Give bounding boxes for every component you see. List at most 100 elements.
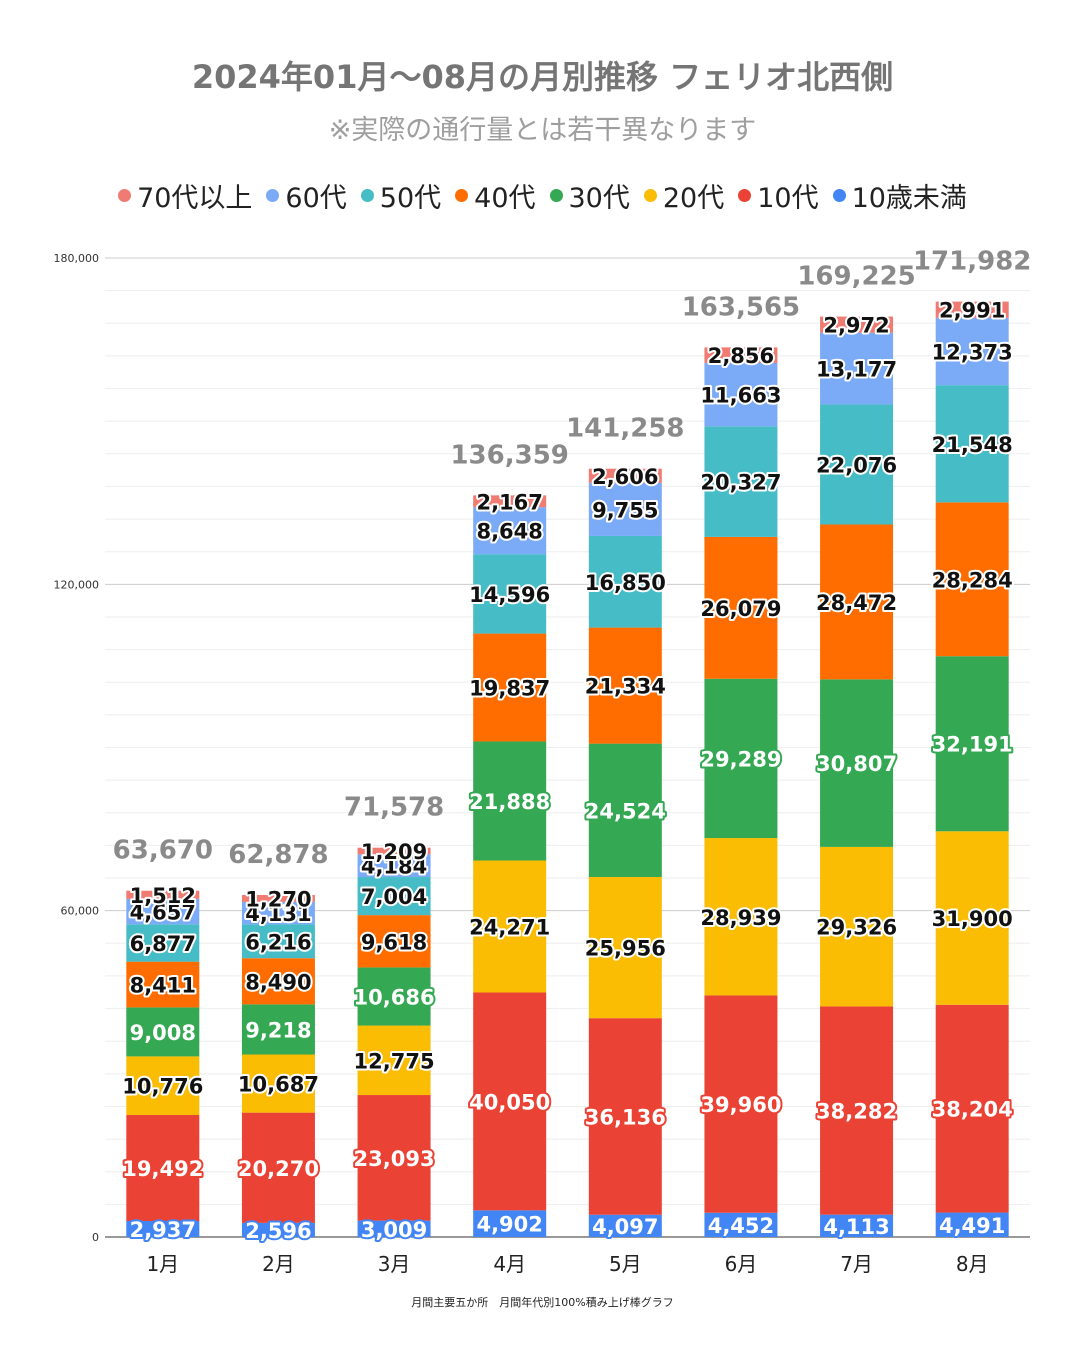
legend-swatch	[832, 189, 846, 202]
bar-segment	[588, 468, 662, 483]
bar-segment	[588, 877, 662, 1019]
data-label: 1,512	[130, 884, 196, 908]
data-label: 2,167	[476, 490, 542, 514]
bar-segment	[357, 967, 431, 1026]
bar-segment	[241, 924, 315, 959]
chart-title: 2024年01月〜08月の月別推移 フェリオ北西側	[191, 58, 894, 96]
x-tick-label: 2月	[262, 1252, 295, 1276]
bar-segment	[935, 301, 1009, 318]
data-label: 30,807	[816, 752, 897, 776]
bar-segment	[357, 915, 431, 968]
data-label: 4,113	[823, 1215, 889, 1239]
y-tick-label: 120,000	[54, 578, 100, 591]
data-label: 3,009	[361, 1218, 427, 1242]
data-label: 24,271	[469, 916, 550, 940]
data-label: 32,191	[932, 733, 1013, 757]
bar-segment	[935, 831, 1009, 1005]
legend-swatch	[360, 189, 374, 202]
bar-segment	[704, 362, 778, 427]
bar-segment	[588, 535, 662, 628]
bar-segment	[820, 1006, 894, 1215]
bar-segment	[357, 854, 431, 878]
legend-label: 10歳未満	[851, 183, 967, 214]
bar-segment	[473, 495, 547, 508]
bar-segment	[935, 502, 1009, 657]
data-label: 28,472	[816, 591, 897, 615]
bar-segment	[126, 1007, 200, 1057]
bar-segment	[820, 679, 894, 847]
bar-segment	[820, 524, 894, 680]
bar-segment	[126, 898, 200, 925]
bar-segment	[588, 627, 662, 744]
bar-segment	[704, 536, 778, 679]
legend-swatch	[118, 189, 132, 202]
legend-swatch	[643, 189, 657, 202]
total-label: 169,225	[797, 262, 915, 292]
data-label: 4,491	[939, 1214, 1005, 1238]
legend-item: 50代	[360, 176, 442, 215]
bar-segment	[935, 1004, 1009, 1213]
chart-footnote: 月間主要五か所 月間年代別100%積み上げ棒グラフ	[411, 1296, 674, 1309]
bar-segment	[473, 507, 547, 555]
bar-segment	[820, 846, 894, 1007]
data-label: 21,334	[585, 675, 666, 699]
legend-label: 20代	[662, 183, 725, 214]
legend-label: 50代	[379, 183, 442, 214]
bar-segment	[126, 1056, 200, 1116]
data-label: 20,327	[700, 471, 781, 495]
bar-segment	[126, 961, 200, 1008]
bar-segment	[473, 992, 547, 1211]
total-label: 71,578	[344, 793, 444, 823]
data-label: 20,270	[238, 1157, 319, 1181]
legend-item: 30代	[549, 176, 630, 215]
bar-segment	[704, 995, 778, 1213]
data-label: 4,657	[130, 901, 196, 925]
x-tick-label: 5月	[609, 1252, 642, 1276]
data-label: 4,452	[708, 1214, 774, 1238]
data-label: 22,076	[816, 453, 897, 477]
total-label: 136,359	[450, 440, 568, 470]
legend-item: 10歳未満	[832, 176, 967, 215]
legend-label: 70代以上	[137, 183, 253, 214]
data-label: 23,093	[354, 1147, 435, 1171]
data-label: 12,775	[354, 1049, 435, 1073]
bar-segment	[241, 1054, 315, 1113]
y-tick-label: 180,000	[54, 252, 100, 265]
bar-segment	[241, 1112, 315, 1223]
data-label: 25,956	[585, 937, 666, 961]
data-label: 4,097	[592, 1215, 658, 1239]
data-label: 2,991	[939, 299, 1005, 323]
chart-legend: 70代以上 60代 50代 40代 30代 20代 10代 10歳未満	[0, 176, 1085, 215]
legend-item: 20代	[643, 176, 725, 215]
data-label: 21,548	[932, 433, 1013, 457]
bar-segment	[935, 317, 1009, 386]
data-label: 16,850	[585, 571, 666, 595]
data-label: 19,837	[469, 677, 550, 701]
x-tick-label: 4月	[493, 1252, 526, 1276]
x-tick-label: 1月	[146, 1252, 179, 1276]
data-label: 4,131	[245, 902, 311, 926]
bar-segment	[704, 347, 778, 363]
bar-segment	[935, 656, 1009, 832]
data-label: 38,282	[816, 1100, 897, 1124]
data-label: 1,209	[361, 840, 427, 864]
data-label: 29,289	[700, 747, 781, 771]
bar-segment	[357, 1025, 431, 1096]
data-label: 29,326	[816, 916, 897, 940]
data-label: 28,284	[932, 568, 1013, 592]
data-label: 31,900	[932, 907, 1013, 931]
data-label: 6,216	[245, 930, 311, 954]
x-tick-label: 6月	[725, 1252, 758, 1276]
data-label: 39,960	[700, 1093, 781, 1117]
bar-segment	[820, 332, 894, 405]
legend-label: 40代	[474, 183, 536, 214]
bar-segment	[588, 482, 662, 536]
legend-label: 10代	[757, 183, 819, 214]
bar-segment	[241, 895, 315, 902]
bar-segment	[473, 633, 547, 742]
bar-segment	[935, 385, 1009, 503]
bar-segment	[126, 890, 200, 899]
y-tick-label: 0	[92, 1231, 99, 1244]
data-label: 14,596	[469, 583, 550, 607]
total-label: 163,565	[682, 292, 800, 322]
